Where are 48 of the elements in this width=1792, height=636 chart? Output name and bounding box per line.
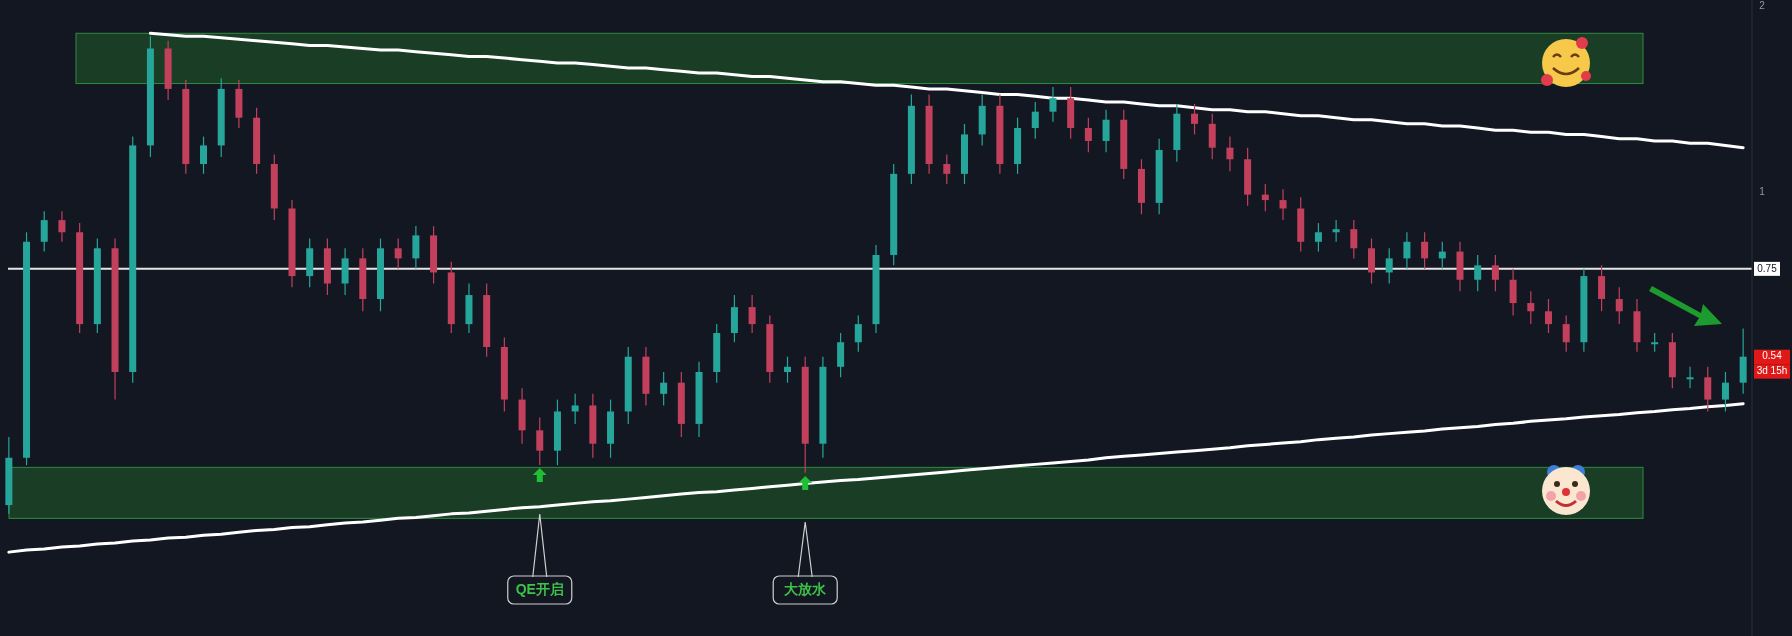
- candlestick: [784, 356, 792, 384]
- candlestick: [1562, 314, 1570, 353]
- annotation: 0.54: [1762, 350, 1783, 362]
- candlestick: [1421, 231, 1429, 270]
- candlestick: [200, 135, 208, 175]
- candlestick: [1385, 247, 1393, 285]
- candlestick: [1332, 219, 1340, 243]
- candlestick: [571, 393, 579, 425]
- candlestick: [1279, 188, 1287, 221]
- text: 3d 15h: [1756, 365, 1788, 377]
- candlestick: [1686, 366, 1694, 389]
- candlestick: [412, 225, 420, 270]
- candlestick: [1474, 254, 1482, 292]
- candlestick: [854, 314, 862, 353]
- candlestick: [1226, 135, 1234, 172]
- candlestick: [1527, 290, 1535, 325]
- annotation: QE开启: [515, 580, 564, 597]
- candlestick: [1208, 113, 1216, 160]
- line-series: [7, 402, 1745, 554]
- candlestick: [1084, 117, 1092, 153]
- candlestick: [1314, 222, 1322, 253]
- candlestick: [40, 210, 48, 253]
- y-tick-label: 2: [1759, 0, 1766, 12]
- annotation: 大放水: [784, 580, 828, 597]
- candlestick: [748, 294, 756, 334]
- candlestick: [1491, 254, 1499, 292]
- candlestick: [536, 417, 544, 466]
- candlestick: [1102, 109, 1110, 153]
- candlestick: [58, 210, 66, 243]
- candlestick: [1598, 264, 1606, 312]
- candlestick: [1191, 103, 1199, 136]
- line-series: [148, 31, 1745, 150]
- candlestick: [1403, 231, 1411, 270]
- candlestick: [1704, 366, 1712, 413]
- candlestick: [394, 237, 402, 270]
- candlestick: [1544, 298, 1552, 334]
- candlestick: [1721, 371, 1729, 413]
- ref-line-label: 0.75: [1757, 262, 1778, 274]
- y-tick-label: 1: [1759, 185, 1766, 197]
- candlestick: [1261, 183, 1269, 212]
- candlestick: [1615, 286, 1623, 325]
- candlestick: [1509, 268, 1517, 317]
- candlestick: [943, 153, 951, 185]
- candlestick: [1049, 86, 1057, 123]
- candlestick: [1651, 332, 1659, 353]
- candlestick: [1350, 219, 1358, 259]
- candlestick: [660, 371, 668, 407]
- candlestick: [1031, 101, 1039, 140]
